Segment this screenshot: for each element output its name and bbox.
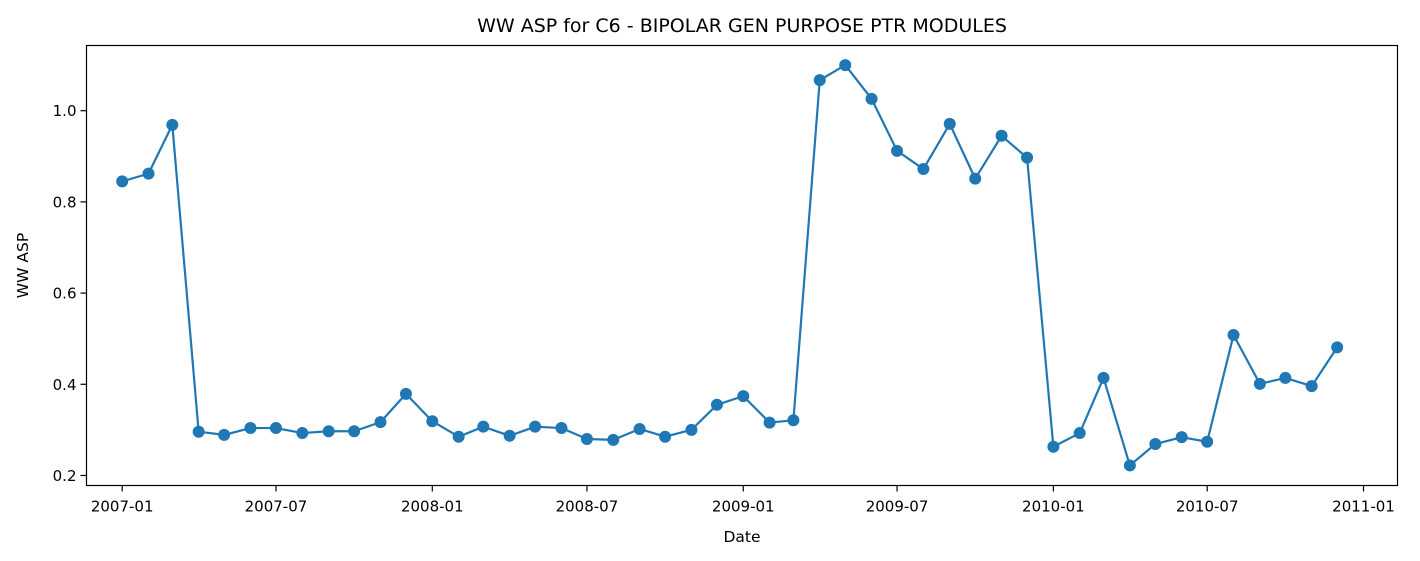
data-point — [580, 432, 593, 445]
data-point — [269, 422, 282, 435]
data-point — [787, 414, 800, 427]
y-tick-label: 0.8 — [53, 193, 77, 211]
x-tick-label: 2011-01 — [1332, 498, 1395, 516]
data-point — [503, 429, 516, 442]
x-axis-label: Date — [723, 528, 760, 546]
x-tick-label: 2008-01 — [401, 498, 464, 516]
data-point — [710, 398, 723, 411]
data-point — [685, 423, 698, 436]
x-tick-label: 2010-01 — [1022, 498, 1085, 516]
data-point — [1201, 435, 1214, 448]
data-point — [1073, 427, 1086, 440]
data-point — [399, 387, 412, 400]
data-point — [426, 415, 439, 428]
x-tick-label: 2009-07 — [866, 498, 929, 516]
data-point — [1021, 151, 1034, 164]
x-tick-label: 2010-07 — [1176, 498, 1239, 516]
y-tick-label: 1.0 — [53, 102, 77, 120]
series-group — [116, 59, 1344, 472]
x-tick-label: 2007-07 — [245, 498, 308, 516]
data-point — [529, 420, 542, 433]
data-point — [633, 422, 646, 435]
x-axis: 2007-01 2007-07 2008-01 2008-07 2009-01 2009-… — [91, 485, 1395, 516]
plot-area — [86, 45, 1398, 486]
x-tick-label: 2008-07 — [556, 498, 619, 516]
data-point — [1253, 377, 1266, 390]
data-point — [116, 175, 129, 188]
data-point — [1331, 341, 1344, 354]
data-point — [218, 428, 231, 441]
data-point — [763, 416, 776, 429]
data-point — [943, 117, 956, 130]
chart-title: WW ASP for C6 - BIPOLAR GEN PURPOSE PTR … — [477, 15, 1007, 37]
data-point — [296, 427, 309, 440]
data-point — [322, 425, 335, 438]
data-point — [737, 390, 750, 403]
data-point — [1279, 371, 1292, 384]
plot-frame — [85, 44, 1399, 487]
data-point — [659, 430, 672, 443]
data-point — [1047, 440, 1060, 453]
data-point — [813, 74, 826, 87]
x-tick-label: 2007-01 — [91, 498, 154, 516]
data-point — [995, 129, 1008, 142]
data-point — [839, 59, 852, 72]
y-tick-label: 0.2 — [53, 467, 77, 485]
data-point — [477, 420, 490, 433]
data-point — [1149, 438, 1162, 451]
data-point — [374, 416, 387, 429]
y-axis: 0.2 0.4 0.6 0.8 1.0 — [53, 102, 87, 485]
data-point — [1305, 380, 1318, 393]
data-point — [1097, 371, 1110, 384]
x-tick-label: 2009-01 — [712, 498, 775, 516]
data-point — [555, 422, 568, 435]
data-point — [1227, 329, 1240, 342]
data-point — [142, 167, 155, 180]
data-point — [348, 425, 361, 438]
data-point — [865, 92, 878, 105]
data-point — [917, 163, 930, 176]
y-axis-label: WW ASP — [14, 233, 32, 298]
data-point — [607, 433, 620, 446]
data-point — [1123, 459, 1136, 472]
y-tick-label: 0.4 — [53, 376, 77, 394]
data-point — [166, 118, 179, 131]
data-point — [891, 144, 904, 157]
data-point — [452, 430, 465, 443]
data-point — [1175, 431, 1188, 444]
data-point — [192, 425, 205, 438]
y-tick-label: 0.6 — [53, 285, 77, 303]
data-point — [244, 422, 257, 435]
data-point — [969, 172, 982, 185]
